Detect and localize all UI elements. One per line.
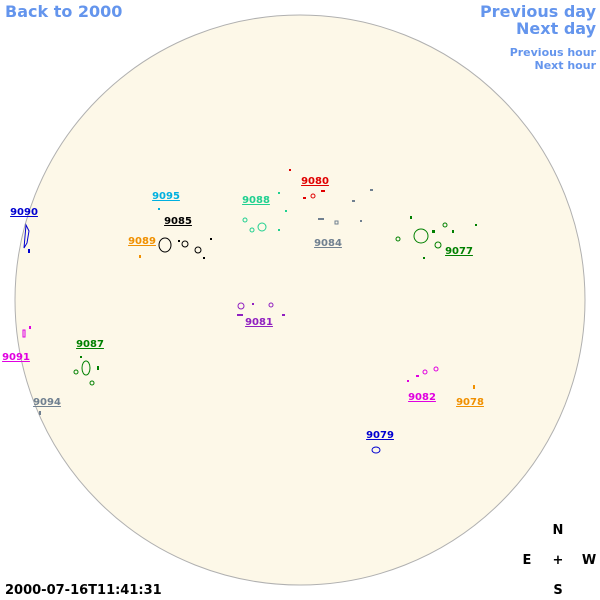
spot	[433, 366, 439, 372]
timestamp: 2000-07-16T11:41:31	[5, 583, 162, 598]
region: 9088	[242, 192, 287, 233]
region: 9081	[237, 302, 285, 328]
region-label[interactable]: 9085	[164, 216, 192, 227]
spot	[28, 249, 30, 253]
region-label[interactable]: 9094	[33, 397, 61, 408]
spot	[194, 246, 202, 254]
previous-hour-link[interactable]: Previous hour	[510, 46, 597, 59]
next-hour-link[interactable]: Next hour	[535, 59, 597, 72]
spot	[289, 169, 291, 171]
spot	[89, 380, 95, 386]
region-label[interactable]: 9082	[408, 392, 436, 403]
spot	[203, 257, 205, 259]
region: 9085	[158, 216, 212, 259]
spot	[310, 193, 316, 199]
spot	[158, 208, 160, 210]
spot	[268, 302, 274, 308]
compass-south: S	[553, 583, 562, 598]
compass-center: +	[553, 553, 564, 568]
spot	[360, 220, 362, 222]
region-label[interactable]: 9091	[2, 352, 30, 363]
spot	[237, 314, 243, 316]
spot	[23, 223, 30, 249]
spot	[80, 356, 82, 358]
spot	[318, 218, 324, 220]
spot	[73, 369, 79, 375]
region-label[interactable]: 9095	[152, 191, 180, 202]
spot	[371, 446, 381, 454]
spot	[181, 240, 189, 248]
region-label[interactable]: 9078	[456, 397, 484, 408]
region-label[interactable]: 9090	[10, 207, 38, 218]
region: 9079	[366, 430, 394, 454]
region-label[interactable]: 9079	[366, 430, 394, 441]
region: 9095	[152, 191, 180, 210]
region: 9087	[73, 339, 104, 386]
compass-west: W	[582, 553, 596, 568]
region: 9089	[128, 236, 156, 258]
spot	[237, 302, 245, 310]
spot	[434, 241, 442, 249]
region-label[interactable]: 9088	[242, 195, 270, 206]
region: 9078	[456, 385, 484, 408]
region: 9094	[33, 397, 61, 415]
region: 9080	[289, 169, 329, 199]
spot	[473, 385, 475, 389]
spot	[81, 360, 91, 376]
region: 9082	[407, 366, 439, 403]
next-day-link[interactable]: Next day	[516, 19, 597, 38]
spot	[249, 227, 255, 233]
spot	[407, 380, 409, 382]
region-label[interactable]: 9081	[245, 317, 273, 328]
spot	[321, 190, 325, 192]
spot	[278, 229, 280, 231]
spot	[257, 222, 267, 232]
spot	[442, 222, 448, 228]
region: 9091	[2, 326, 31, 363]
spot	[242, 217, 248, 223]
spot	[416, 375, 419, 377]
spot	[29, 326, 31, 329]
region: 9090	[10, 207, 38, 253]
spot	[285, 210, 287, 212]
region-label[interactable]: 9089	[128, 236, 156, 247]
spot	[475, 224, 477, 226]
spot	[210, 238, 212, 240]
region: 9077	[395, 216, 477, 259]
compass-north: N	[553, 523, 564, 538]
spot	[352, 200, 355, 202]
spot	[370, 189, 373, 191]
spot	[282, 314, 285, 316]
compass-east: E	[523, 553, 532, 568]
spot	[178, 240, 180, 242]
previous-day-link[interactable]: Previous day	[480, 2, 597, 21]
spot	[97, 366, 99, 370]
region-label[interactable]: 9080	[301, 176, 329, 187]
spot	[423, 257, 425, 259]
spot	[303, 197, 306, 199]
spot	[39, 411, 41, 415]
spot	[422, 369, 428, 375]
region: 9084	[314, 189, 373, 249]
region-label[interactable]: 9077	[445, 246, 473, 257]
spot	[413, 228, 429, 244]
spot	[334, 220, 339, 225]
spot	[252, 303, 254, 305]
spot	[452, 230, 454, 233]
region-label[interactable]: 9084	[314, 238, 342, 249]
solar-disk	[14, 14, 586, 586]
spot	[278, 192, 280, 194]
spot	[395, 236, 401, 242]
back-link[interactable]: Back to 2000	[5, 2, 122, 21]
spot	[410, 216, 412, 219]
spot	[432, 230, 435, 233]
spot	[22, 329, 26, 338]
spot	[139, 255, 141, 258]
spot	[158, 237, 172, 253]
region-label[interactable]: 9087	[76, 339, 104, 350]
